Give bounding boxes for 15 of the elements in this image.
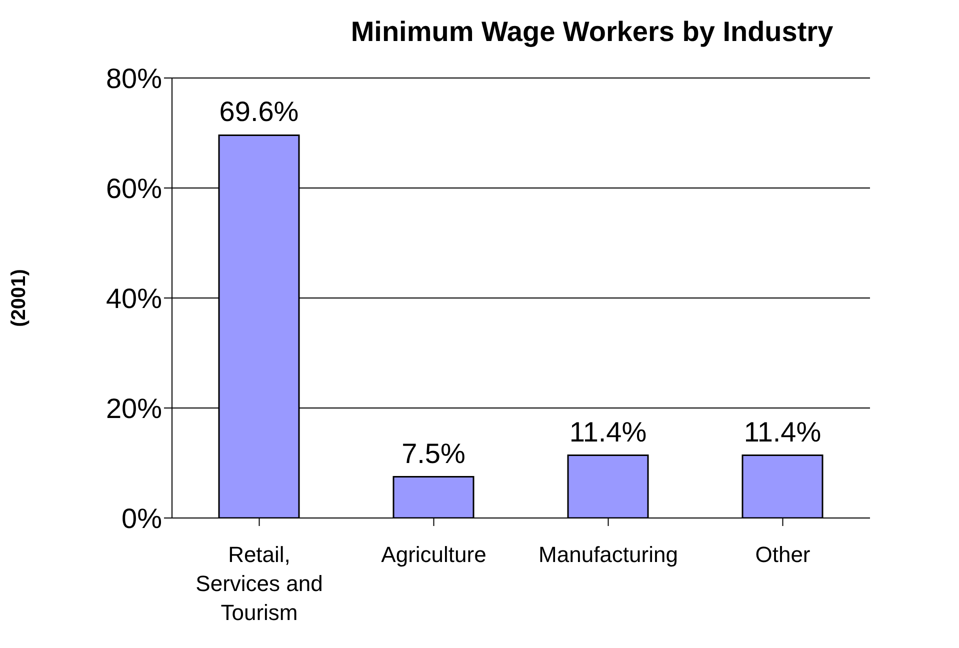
- y-axis-title: (2001): [8, 269, 30, 327]
- y-tick-label: 60%: [106, 172, 162, 204]
- y-tick-label: 0%: [122, 502, 162, 534]
- chart-title: Minimum Wage Workers by Industry: [350, 16, 834, 48]
- data-label: 11.4%: [744, 416, 822, 448]
- x-tick-label: Retail, Services and Tourism: [196, 542, 323, 625]
- x-tick-label: Other: [755, 542, 810, 567]
- data-label: 7.5%: [402, 438, 466, 469]
- x-tick-label: Manufacturing: [538, 542, 678, 567]
- x-tick-label: Agriculture: [381, 542, 486, 567]
- y-tick-label: 40%: [106, 282, 162, 314]
- y-tick-label: 20%: [106, 392, 162, 424]
- data-label: 11.4%: [569, 416, 647, 448]
- data-label: 69.6%: [219, 96, 299, 128]
- y-tick-label: 80%: [106, 62, 162, 94]
